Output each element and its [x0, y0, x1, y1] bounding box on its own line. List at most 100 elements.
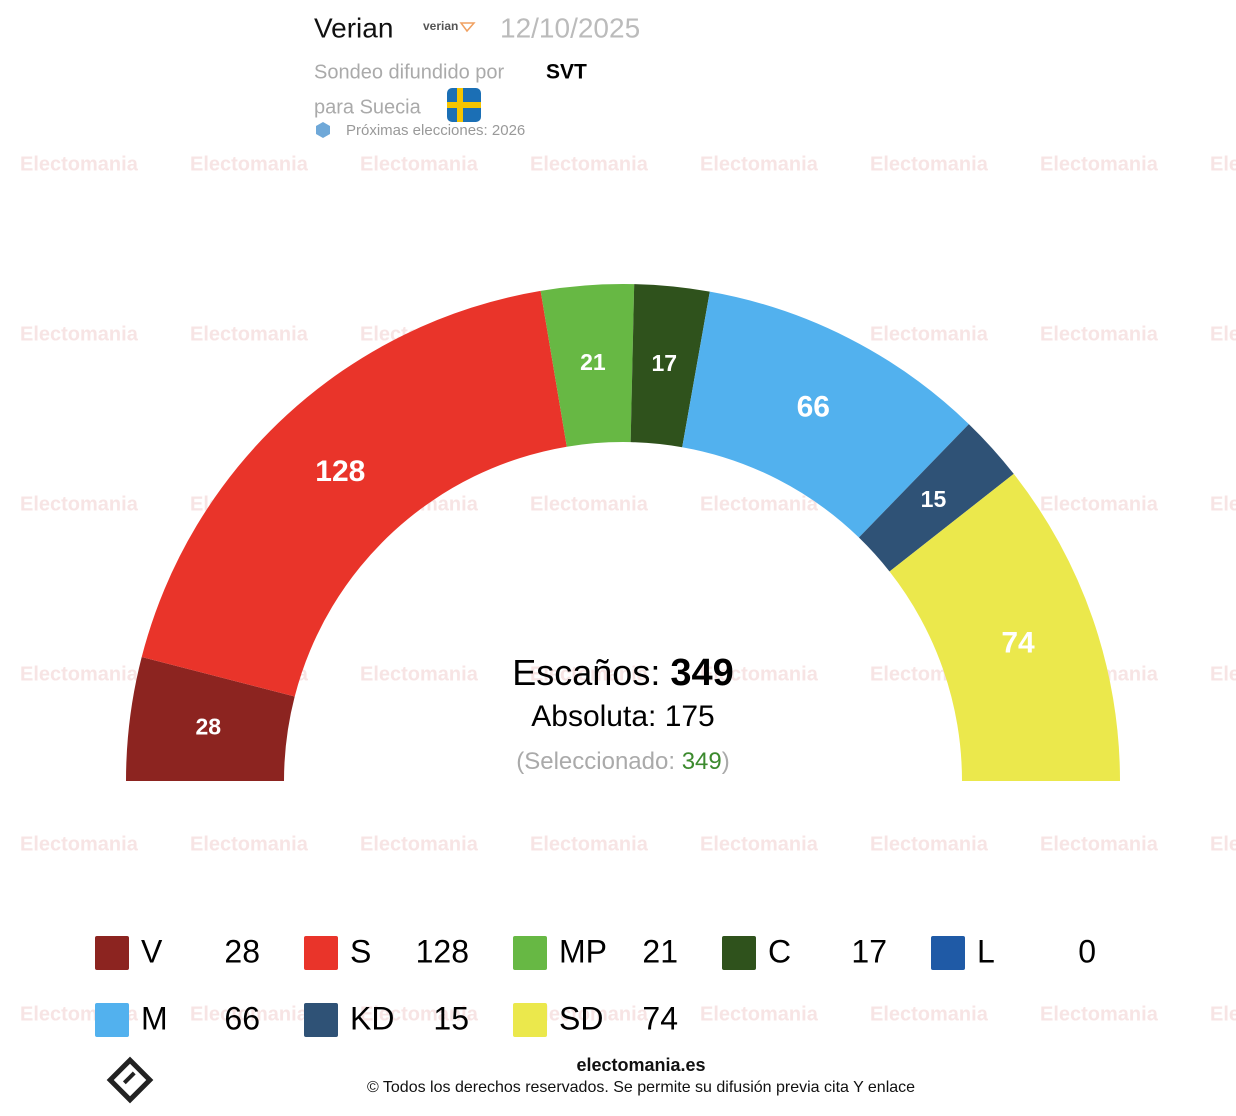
- majority-value: 175: [665, 700, 715, 733]
- watermark: Electomania: [190, 153, 309, 175]
- legend-value: 17: [851, 933, 887, 969]
- watermark: Electomania: [870, 323, 989, 345]
- pollster-logo: verian: [423, 19, 458, 33]
- watermark: Electomania: [1040, 493, 1159, 515]
- flag: [447, 88, 481, 122]
- watermark: Electomania: [870, 833, 989, 855]
- watermark: Electomania: [1210, 1003, 1236, 1025]
- legend-icon: [304, 936, 338, 970]
- watermark: Electomania: [1210, 323, 1236, 345]
- seat-label: 28: [196, 714, 222, 740]
- watermark: Electomania: [1210, 833, 1236, 855]
- seat-label: 66: [797, 391, 830, 424]
- selected: (Seleccionado: 349): [516, 748, 729, 775]
- watermark: Electomania: [20, 663, 139, 685]
- pollster: Verian: [314, 12, 393, 43]
- seat-segment: [858, 424, 1014, 572]
- seat-label: 21: [580, 349, 606, 375]
- watermark: Electomania: [530, 493, 649, 515]
- footer-copyright: © Todos los derechos reservados. Se perm…: [367, 1079, 915, 1096]
- legend-name: C: [768, 933, 791, 969]
- watermark: Electomania: [1040, 323, 1159, 345]
- watermark: Electomania: [700, 493, 819, 515]
- legend-value: 21: [642, 933, 678, 969]
- watermark: Electomania: [530, 153, 649, 175]
- footer-logo: [106, 1056, 154, 1104]
- next-election: Próximas elecciones: 2026: [346, 122, 525, 139]
- watermark-layer: Electomania Electomania Electomania Electom…: [20, 153, 1236, 1025]
- seat-segment: [126, 657, 295, 781]
- seat-label: 128: [315, 455, 365, 488]
- legend-name: L: [977, 933, 995, 969]
- legend-name: SD: [559, 1000, 603, 1036]
- media: SVT: [546, 61, 587, 84]
- watermark: Electomania: [700, 153, 819, 175]
- seats-label: Escaños:: [512, 652, 660, 693]
- seats: Escaños: 349: [512, 652, 734, 695]
- selected-value: 349: [682, 748, 722, 775]
- watermark: Electomania: [530, 663, 649, 685]
- seat-label: 74: [1001, 626, 1035, 659]
- legend-icon: [931, 936, 965, 970]
- legend-icon: [95, 1003, 129, 1037]
- majority: Absoluta: 175: [531, 700, 715, 733]
- watermark: Electomania: [700, 663, 819, 685]
- watermark: Electomania: [870, 1003, 989, 1025]
- watermark: Electomania: [190, 323, 309, 345]
- watermark: Electomania: [1210, 493, 1236, 515]
- legend-name: S: [350, 933, 371, 969]
- seat-segment: [141, 290, 567, 697]
- watermark: Electomania: [20, 833, 139, 855]
- watermark: Electomania: [700, 1003, 819, 1025]
- watermark: Electomania: [530, 1003, 649, 1025]
- ballot-icon: [316, 122, 330, 138]
- majority-label: Absoluta:: [531, 700, 656, 733]
- watermark: Electomania: [360, 1003, 479, 1025]
- watermark: Electomania: [20, 493, 139, 515]
- seats-total: 349: [670, 652, 733, 694]
- watermark: Electomania: [1040, 833, 1159, 855]
- legend-name: M: [141, 1000, 168, 1036]
- watermark: Electomania: [1040, 153, 1159, 175]
- seat-segment: [630, 284, 710, 448]
- legend-value: 66: [224, 1000, 260, 1036]
- legend-name: V: [141, 933, 163, 969]
- watermark: Electomania: [870, 153, 989, 175]
- legend-value: 0: [1078, 933, 1096, 969]
- country: para Suecia: [314, 96, 422, 118]
- selected-close: ): [722, 748, 730, 775]
- watermark: Electomania: [1210, 153, 1236, 175]
- watermark: Electomania: [190, 1003, 309, 1025]
- legend-icon: [304, 1003, 338, 1037]
- legend-value: 74: [642, 1000, 678, 1036]
- seat-segment: [540, 284, 635, 447]
- legend: V 28 S 128 MP 21 C 17 L 0 M 66 KD 15 SD 74: [95, 933, 1096, 1037]
- watermark: Electomania: [360, 153, 479, 175]
- logo-mark: [459, 22, 476, 33]
- legend-name: MP: [559, 933, 607, 969]
- footer-site: electomania.es: [576, 1055, 705, 1075]
- parliament: 28 128 21 17 66 15 74: [126, 284, 1120, 781]
- watermark: Electomania: [1210, 663, 1236, 685]
- watermark: Electomania: [530, 833, 649, 855]
- legend-icon: [722, 936, 756, 970]
- legend-icon: [95, 936, 129, 970]
- legend-value: 28: [224, 933, 260, 969]
- watermark: Electomania: [190, 833, 309, 855]
- legend-value: 15: [433, 1000, 469, 1036]
- legend-value: 128: [416, 933, 469, 969]
- legend-icon: [513, 1003, 547, 1037]
- date: 12/10/2025: [500, 12, 640, 43]
- watermark: Electomania: [360, 663, 479, 685]
- watermark: Electomania: [20, 323, 139, 345]
- published-by: Sondeo difundido por: [314, 61, 504, 83]
- selected-label: (Seleccionado:: [516, 748, 675, 775]
- seat-label: 17: [652, 350, 678, 376]
- seat-segment: [682, 291, 969, 538]
- watermark: Electomania: [20, 153, 139, 175]
- watermark: Electomania: [360, 833, 479, 855]
- legend-icon: [513, 936, 547, 970]
- seat-label: 15: [921, 486, 947, 512]
- seat-segment: [889, 473, 1120, 781]
